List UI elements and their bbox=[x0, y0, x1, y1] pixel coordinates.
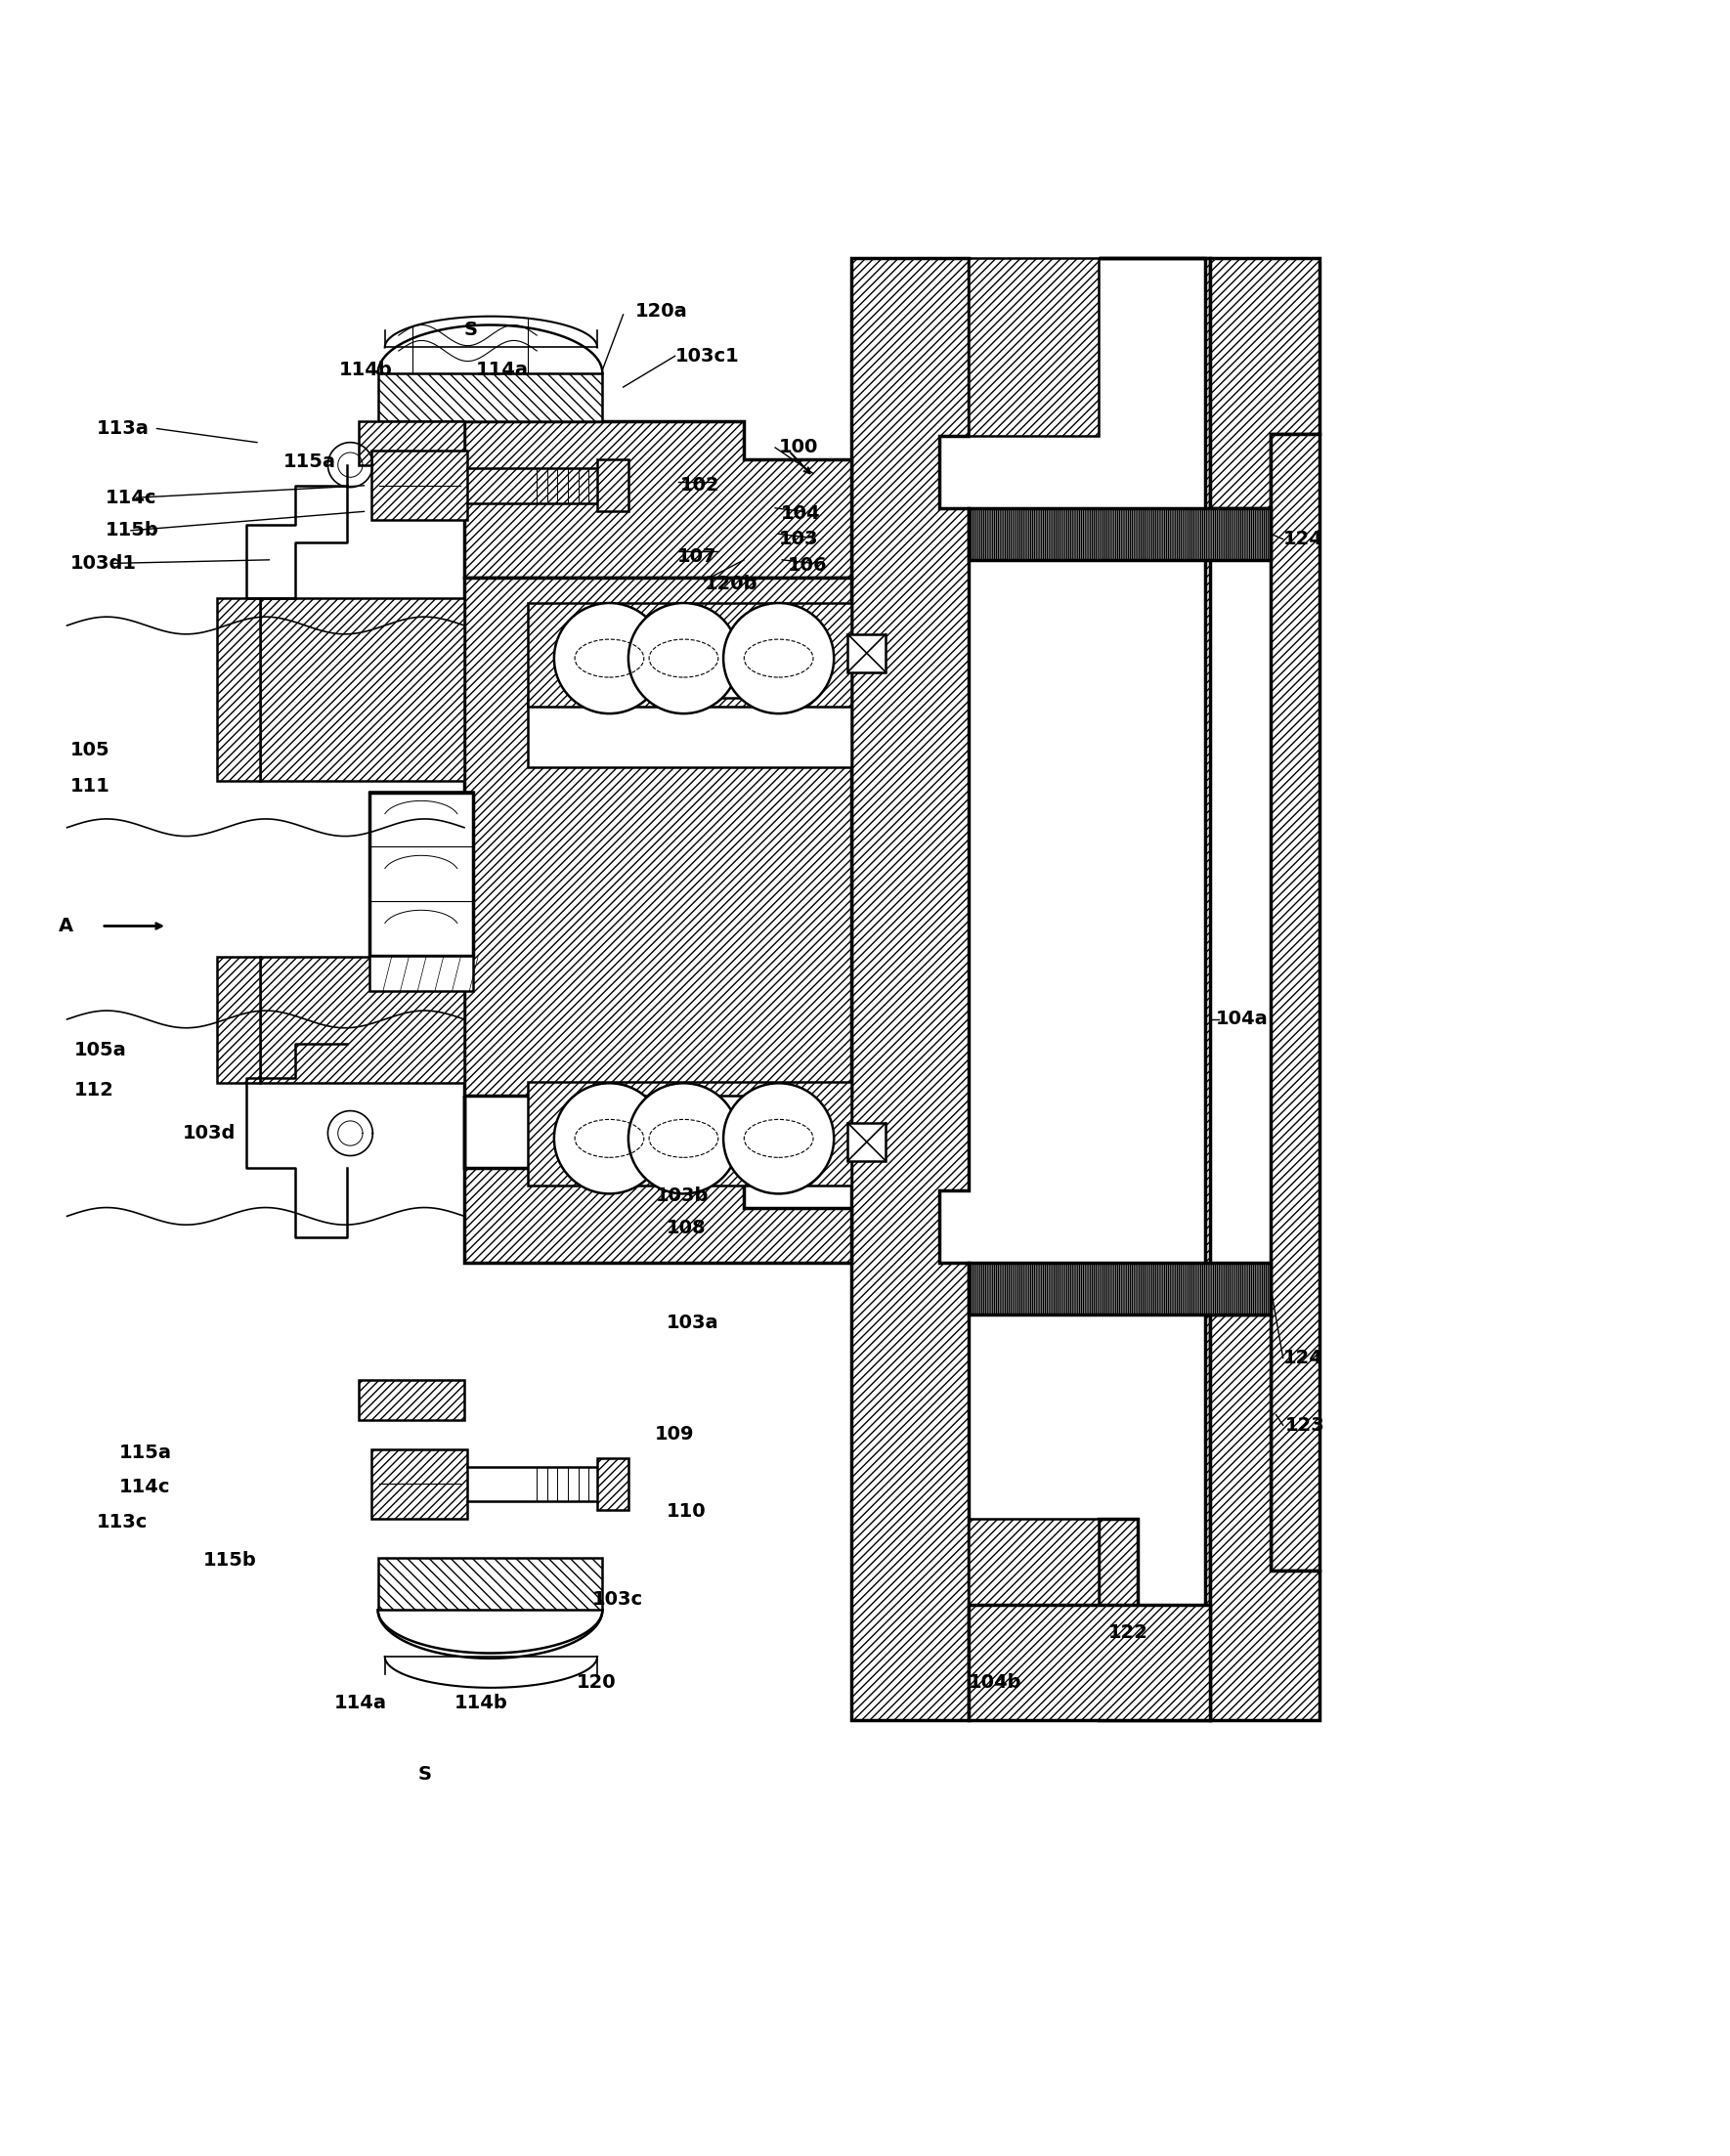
Text: 105a: 105a bbox=[74, 1041, 126, 1059]
Polygon shape bbox=[464, 578, 851, 1095]
Text: 124: 124 bbox=[1284, 530, 1323, 548]
Text: 104b: 104b bbox=[969, 1673, 1022, 1692]
Polygon shape bbox=[528, 1082, 851, 1186]
Text: A: A bbox=[59, 916, 73, 936]
Circle shape bbox=[554, 1082, 664, 1194]
Polygon shape bbox=[358, 1380, 464, 1421]
Circle shape bbox=[723, 1082, 834, 1194]
Polygon shape bbox=[1211, 1315, 1320, 1720]
Text: S: S bbox=[464, 321, 477, 338]
Polygon shape bbox=[597, 1457, 628, 1509]
Polygon shape bbox=[969, 509, 1272, 561]
Polygon shape bbox=[368, 791, 472, 847]
Text: 110: 110 bbox=[666, 1503, 706, 1520]
Text: 114c: 114c bbox=[119, 1479, 170, 1496]
Text: 108: 108 bbox=[666, 1218, 706, 1238]
Polygon shape bbox=[261, 597, 464, 780]
Polygon shape bbox=[1099, 257, 1211, 1720]
Bar bbox=[848, 1123, 886, 1160]
Polygon shape bbox=[1211, 257, 1320, 509]
Polygon shape bbox=[851, 257, 969, 1720]
Text: 123: 123 bbox=[1285, 1416, 1325, 1434]
Polygon shape bbox=[969, 1263, 1272, 1315]
Polygon shape bbox=[969, 1604, 1211, 1720]
Text: 114c: 114c bbox=[106, 489, 156, 507]
Text: 111: 111 bbox=[71, 776, 111, 796]
Circle shape bbox=[723, 604, 834, 714]
Text: 114a: 114a bbox=[476, 360, 529, 379]
Polygon shape bbox=[969, 1518, 1099, 1720]
Text: 120a: 120a bbox=[635, 302, 689, 321]
Polygon shape bbox=[368, 847, 472, 899]
Polygon shape bbox=[261, 957, 464, 1082]
Text: 114b: 114b bbox=[339, 360, 393, 379]
Text: 104a: 104a bbox=[1216, 1009, 1268, 1028]
Circle shape bbox=[554, 604, 664, 714]
Text: 120: 120 bbox=[576, 1673, 616, 1692]
Text: S: S bbox=[417, 1766, 431, 1783]
Polygon shape bbox=[464, 1095, 851, 1263]
Text: 104: 104 bbox=[780, 505, 820, 522]
Text: 109: 109 bbox=[654, 1425, 694, 1442]
Polygon shape bbox=[597, 459, 628, 511]
Text: 103c1: 103c1 bbox=[675, 347, 739, 364]
Text: 103b: 103b bbox=[656, 1186, 709, 1205]
Polygon shape bbox=[368, 899, 472, 957]
Polygon shape bbox=[588, 630, 761, 699]
Polygon shape bbox=[218, 957, 261, 1082]
Polygon shape bbox=[368, 957, 472, 992]
Text: 120b: 120b bbox=[704, 576, 758, 593]
Text: 114b: 114b bbox=[455, 1695, 509, 1712]
Text: 106: 106 bbox=[787, 556, 827, 573]
Polygon shape bbox=[464, 423, 851, 578]
Text: 103d1: 103d1 bbox=[71, 554, 137, 573]
Polygon shape bbox=[372, 451, 467, 520]
Polygon shape bbox=[1272, 433, 1320, 1570]
Polygon shape bbox=[368, 791, 472, 957]
Polygon shape bbox=[588, 1095, 761, 1164]
Text: 103a: 103a bbox=[666, 1313, 718, 1332]
Text: 103: 103 bbox=[778, 530, 818, 548]
Text: 115b: 115b bbox=[204, 1550, 258, 1570]
Text: 115a: 115a bbox=[119, 1445, 171, 1462]
Circle shape bbox=[628, 1082, 739, 1194]
Polygon shape bbox=[372, 1449, 467, 1518]
Polygon shape bbox=[969, 257, 1099, 436]
Text: 103c: 103c bbox=[592, 1591, 644, 1608]
Polygon shape bbox=[377, 1559, 602, 1611]
Text: 102: 102 bbox=[680, 476, 720, 496]
Text: 115b: 115b bbox=[106, 522, 159, 539]
Text: 122: 122 bbox=[1109, 1623, 1149, 1641]
Text: 113c: 113c bbox=[97, 1514, 147, 1531]
Text: 103d: 103d bbox=[183, 1123, 235, 1143]
Text: 115a: 115a bbox=[284, 453, 336, 470]
Bar bbox=[848, 634, 886, 673]
Circle shape bbox=[628, 604, 739, 714]
Text: 113a: 113a bbox=[97, 418, 149, 438]
Polygon shape bbox=[528, 699, 851, 768]
Polygon shape bbox=[358, 423, 464, 466]
Text: 114a: 114a bbox=[334, 1695, 388, 1712]
Text: 107: 107 bbox=[676, 548, 716, 565]
Text: 105: 105 bbox=[71, 740, 111, 759]
Polygon shape bbox=[377, 373, 602, 423]
Polygon shape bbox=[528, 604, 851, 707]
Polygon shape bbox=[218, 597, 261, 780]
Text: 124: 124 bbox=[1284, 1348, 1323, 1367]
Text: 100: 100 bbox=[778, 438, 818, 457]
Text: 112: 112 bbox=[74, 1080, 114, 1100]
